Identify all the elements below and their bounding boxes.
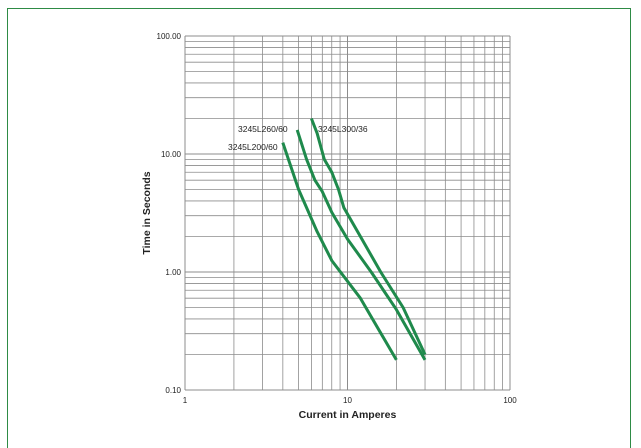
series-curves: [281, 117, 427, 361]
time-current-chart: 1 10 100 0.10 1.00 10.00 100.00 Current in Amp…: [141, 32, 518, 421]
tick-labels: 1 10 100 0.10 1.00 10.00 100.00: [157, 32, 518, 405]
x-tick-label: 10: [343, 396, 352, 405]
series-line-3245l300-36: [310, 117, 427, 356]
grid-lines: [184, 35, 511, 391]
x-tick-label: 100: [503, 396, 517, 405]
y-tick-label: 0.10: [165, 386, 181, 395]
series-line-3245l200-60: [281, 142, 398, 361]
curve-label-3245L260-60: 3245L260/60: [238, 124, 288, 134]
chart-frame: [7, 8, 631, 448]
series-line-3245l260-60: [295, 129, 427, 361]
x-tick-label: 1: [183, 396, 188, 405]
curve-label-3245L200-60: 3245L200/60: [228, 142, 278, 152]
y-tick-label: 100.00: [157, 32, 182, 41]
y-tick-label: 10.00: [161, 150, 182, 159]
curve-label-3245L300-36: 3245L300/36: [318, 124, 368, 134]
y-tick-label: 1.00: [165, 268, 181, 277]
x-axis-title: Current in Amperes: [299, 409, 397, 421]
y-axis-title: Time in Seconds: [141, 171, 153, 254]
